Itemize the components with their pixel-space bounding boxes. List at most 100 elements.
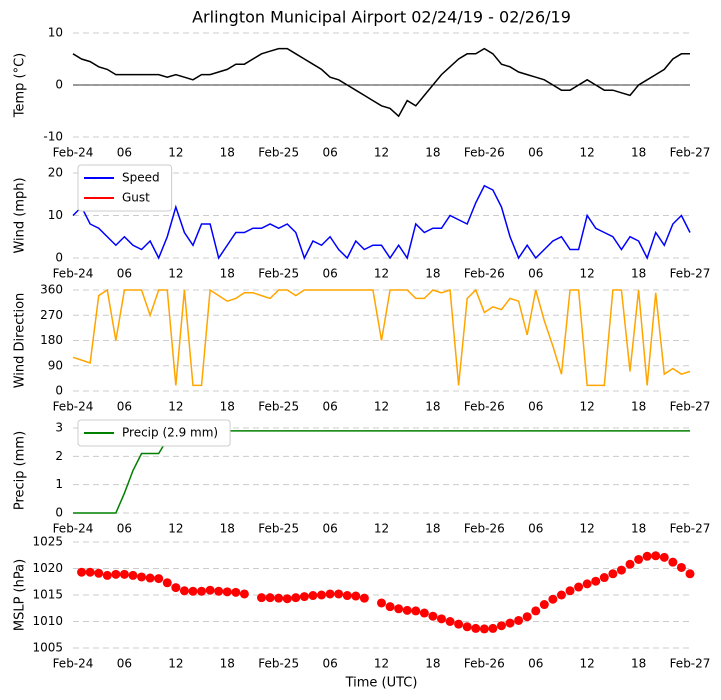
marker	[685, 569, 695, 579]
x-tick-label: 12	[168, 400, 183, 414]
x-tick-label: 06	[322, 267, 337, 281]
marker	[642, 551, 652, 561]
marker	[479, 624, 489, 634]
x-tick-label: Feb-27	[670, 657, 711, 671]
x-tick-label: Feb-24	[53, 657, 94, 671]
x-tick-label: 18	[220, 400, 235, 414]
x-tick-label: 06	[117, 267, 132, 281]
x-axis-label: Time (UTC)	[345, 676, 418, 691]
marker	[128, 570, 138, 580]
y-tick-label: 3	[55, 421, 63, 435]
marker	[102, 570, 112, 580]
x-tick-label: 06	[322, 400, 337, 414]
marker	[171, 583, 181, 593]
x-tick-label: Feb-26	[464, 267, 505, 281]
y-tick-label: 20	[48, 166, 63, 180]
x-tick-label: 18	[220, 657, 235, 671]
y-tick-label: 0	[55, 78, 63, 92]
y-tick-label: 90	[48, 358, 63, 372]
x-tick-label: 18	[425, 400, 440, 414]
panel: 0 10 20 Feb-24 06 12 18 Feb-25 06 12 18 Feb-26 06 12 1…	[13, 164, 710, 281]
x-tick-label: 18	[631, 400, 646, 414]
marker	[282, 594, 292, 604]
x-tick-label: 06	[528, 522, 543, 536]
x-tick-label: 06	[322, 146, 337, 160]
x-tick-label: 06	[322, 522, 337, 536]
marker	[214, 586, 224, 596]
x-tick-label: Feb-27	[670, 400, 711, 414]
marker	[634, 554, 644, 564]
x-tick-label: 18	[631, 146, 646, 160]
x-tick-label: 06	[117, 522, 132, 536]
y-tick-label: 270	[40, 308, 63, 322]
x-tick-label: 06	[117, 657, 132, 671]
marker	[197, 586, 207, 596]
x-tick-label: Feb-26	[464, 657, 505, 671]
x-tick-label: 12	[374, 146, 389, 160]
marker	[582, 579, 592, 589]
x-tick-label: 06	[117, 400, 132, 414]
legend-box	[77, 419, 231, 447]
y-tick-label: 1020	[32, 561, 63, 575]
marker	[548, 594, 558, 604]
marker	[265, 593, 275, 603]
x-tick-label: 12	[374, 400, 389, 414]
x-tick-label: 12	[168, 522, 183, 536]
y-tick-label: 1005	[32, 641, 63, 655]
marker	[514, 615, 524, 625]
x-tick-label: Feb-26	[464, 522, 505, 536]
legend-label: Speed	[122, 171, 160, 185]
x-tick-label: 12	[580, 657, 595, 671]
marker	[411, 606, 421, 616]
marker	[625, 559, 635, 569]
x-tick-label: Feb-24	[53, 400, 94, 414]
marker	[351, 591, 361, 601]
y-tick-label: 0	[55, 384, 63, 398]
y-tick-label: 10	[48, 26, 63, 40]
x-tick-label: Feb-24	[53, 146, 94, 160]
marker	[402, 605, 412, 615]
marker	[488, 623, 498, 633]
marker	[454, 619, 464, 629]
y-tick-label: 0	[55, 506, 63, 520]
x-tick-label: 06	[322, 657, 337, 671]
marker	[556, 590, 566, 600]
marker	[334, 589, 344, 599]
marker	[231, 587, 241, 597]
y-tick-label: 1	[55, 477, 63, 491]
x-tick-label: 12	[580, 146, 595, 160]
y-axis-label: Temp (°C)	[13, 53, 28, 119]
x-tick-label: Feb-25	[258, 400, 299, 414]
marker	[574, 582, 584, 592]
x-tick-label: 18	[631, 267, 646, 281]
x-tick-label: Feb-27	[670, 522, 711, 536]
marker	[239, 589, 249, 599]
marker	[162, 578, 172, 588]
marker	[188, 586, 198, 596]
x-tick-label: 12	[374, 267, 389, 281]
marker	[359, 593, 369, 603]
marker	[462, 622, 472, 632]
marker	[291, 593, 301, 603]
marker	[608, 569, 618, 579]
marker	[325, 589, 335, 599]
panel: 1005 1010 1015 1020 1025 Feb-24 06 12 18 Feb-25 06…	[13, 535, 711, 691]
x-tick-label: 06	[528, 267, 543, 281]
marker	[676, 562, 686, 572]
line	[72, 47, 690, 118]
legend-box	[77, 164, 173, 212]
marker	[599, 573, 609, 583]
y-axis-label: Wind (mph)	[13, 177, 28, 253]
marker	[659, 552, 669, 562]
marker	[591, 576, 601, 586]
legend-label: Gust	[122, 191, 150, 205]
x-tick-label: 18	[220, 522, 235, 536]
x-tick-label: 18	[631, 522, 646, 536]
panel: 0 90 180 270 360 Feb-24 06 12 18 Feb-25 06 12 18 Feb-…	[13, 283, 711, 414]
panel: Arlington Municipal Airport 02/24/19 - 0…	[13, 8, 711, 160]
line	[72, 184, 691, 260]
x-tick-label: 18	[220, 146, 235, 160]
x-tick-label: 12	[168, 657, 183, 671]
y-axis-label: Wind Direction	[13, 293, 28, 389]
marker	[257, 593, 267, 603]
